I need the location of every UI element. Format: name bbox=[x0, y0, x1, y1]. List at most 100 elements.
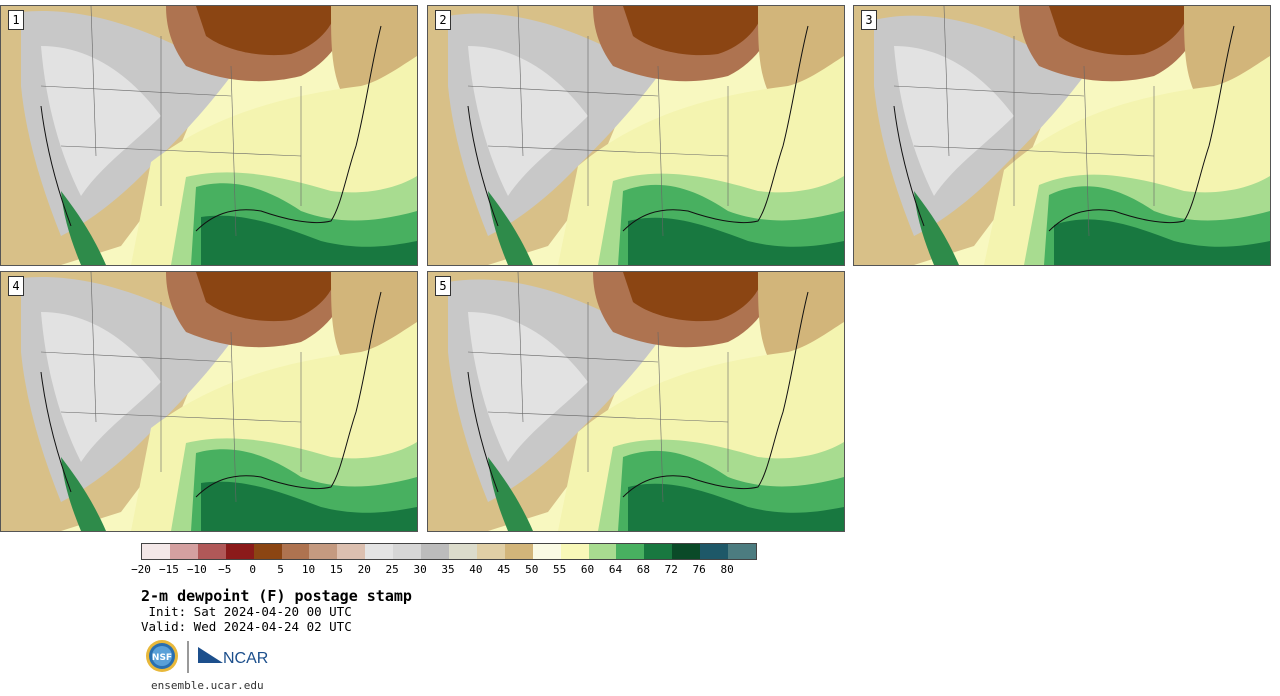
colorbar-swatch bbox=[728, 544, 756, 559]
member-number-label: 4 bbox=[8, 276, 24, 296]
colorbar-tick-label: 80 bbox=[720, 563, 734, 576]
website-link[interactable]: ensemble.ucar.edu bbox=[151, 679, 264, 692]
gulf-humid-region bbox=[201, 481, 417, 531]
member-number-label: 5 bbox=[435, 276, 451, 296]
pacific-coast-humid bbox=[488, 457, 533, 531]
colorbar-tick-label: 25 bbox=[385, 563, 399, 576]
border-line bbox=[1083, 65, 1090, 237]
colorbar-swatch bbox=[253, 544, 282, 559]
colorbar-tick-label: 76 bbox=[692, 563, 706, 576]
interior-light-region bbox=[468, 312, 588, 462]
northern-very-dry-region bbox=[623, 6, 763, 56]
colorbar-tick-label: 15 bbox=[329, 563, 343, 576]
colorbar-swatch bbox=[142, 544, 170, 559]
pacific-coast-humid bbox=[488, 191, 533, 265]
dewpoint-map bbox=[1, 272, 417, 531]
pacific-coast-humid bbox=[61, 191, 106, 265]
colorbar-swatch bbox=[309, 544, 338, 559]
colorbar-swatch bbox=[225, 544, 254, 559]
coastline bbox=[622, 291, 809, 498]
colorbar-swatch bbox=[476, 544, 505, 559]
member-number-label: 1 bbox=[8, 10, 24, 30]
border-line bbox=[90, 272, 97, 423]
border-line bbox=[487, 145, 729, 157]
nsf-logo-text: NSF bbox=[152, 653, 172, 663]
colorbar-tick-label: −20 bbox=[131, 563, 151, 576]
interior-light-region bbox=[41, 312, 161, 462]
west-coastline bbox=[40, 105, 72, 227]
colorbar-tick-label: −15 bbox=[158, 563, 179, 576]
colorbar-swatch bbox=[281, 544, 310, 559]
border-line bbox=[657, 65, 664, 237]
gulf-humid-region bbox=[628, 483, 844, 531]
border-line bbox=[467, 351, 659, 363]
colorbar-swatch bbox=[337, 544, 366, 559]
border-line bbox=[657, 331, 664, 503]
ensemble-member-panel-4: 4 bbox=[0, 271, 418, 532]
colorbar-tick-label: 10 bbox=[301, 563, 316, 576]
coastline bbox=[195, 291, 382, 498]
colorbar-tick-label: 72 bbox=[664, 563, 678, 576]
border-line bbox=[467, 85, 659, 97]
colorbar-swatch bbox=[588, 544, 617, 559]
state-borders bbox=[40, 6, 302, 237]
border-line bbox=[913, 145, 1155, 157]
pacific-coast-humid bbox=[914, 191, 959, 265]
plot-title: 2-m dewpoint (F) postage stamp bbox=[141, 587, 412, 605]
border-line bbox=[230, 331, 237, 503]
border-line bbox=[893, 85, 1085, 97]
border-line bbox=[230, 65, 237, 237]
colorbar-tick-label: −10 bbox=[186, 563, 207, 576]
colorbar-tick-label: 50 bbox=[525, 563, 539, 576]
west-coastline bbox=[893, 105, 925, 227]
colorbar-tick-label: 40 bbox=[469, 563, 483, 576]
west-coastline bbox=[467, 105, 499, 227]
colorbar-swatch bbox=[532, 544, 561, 559]
colorbar-tick-label: 35 bbox=[441, 563, 455, 576]
ensemble-member-panel-3: 3 bbox=[853, 5, 1271, 266]
northern-very-dry-region bbox=[1049, 6, 1189, 56]
colorbar-swatch bbox=[448, 544, 477, 559]
interior-light-region bbox=[894, 46, 1014, 196]
nsf-logo-icon: NSF bbox=[146, 640, 178, 672]
colorbar-swatch bbox=[365, 544, 394, 559]
border-line bbox=[943, 6, 950, 157]
state-borders bbox=[467, 6, 729, 237]
dewpoint-map bbox=[428, 272, 844, 531]
colorbar-swatch bbox=[644, 544, 673, 559]
gulf-humid-region bbox=[628, 217, 844, 265]
colorbar-swatch bbox=[504, 544, 533, 559]
northern-very-dry-region bbox=[196, 272, 336, 322]
state-borders bbox=[893, 6, 1155, 237]
border-line bbox=[60, 145, 302, 157]
northern-very-dry-region bbox=[196, 6, 336, 56]
colorbar-swatch bbox=[197, 544, 226, 559]
colorbar-tick-label: 30 bbox=[413, 563, 427, 576]
member-number-label: 2 bbox=[435, 10, 451, 30]
dewpoint-colorbar bbox=[141, 543, 757, 560]
dewpoint-map bbox=[1, 6, 417, 265]
colorbar-swatch bbox=[421, 544, 449, 559]
colorbar-tick-label: 64 bbox=[608, 563, 623, 576]
member-number-label: 3 bbox=[861, 10, 877, 30]
ensemble-member-panel-5: 5 bbox=[427, 271, 845, 532]
ensemble-member-panel-1: 1 bbox=[0, 5, 418, 266]
dewpoint-map bbox=[428, 6, 844, 265]
colorbar-tick-label: 60 bbox=[580, 563, 595, 576]
coastline bbox=[622, 25, 809, 232]
northern-very-dry-region bbox=[623, 272, 763, 322]
colorbar-swatch bbox=[560, 544, 589, 559]
pacific-coast-humid bbox=[61, 457, 106, 531]
colorbar-swatch bbox=[393, 544, 422, 559]
border-line bbox=[517, 272, 524, 423]
ensemble-member-panel-2: 2 bbox=[427, 5, 845, 266]
gulf-humid-region bbox=[201, 215, 417, 265]
border-line bbox=[60, 411, 302, 423]
west-coastline bbox=[40, 371, 72, 493]
colorbar-tick-label: 20 bbox=[357, 563, 371, 576]
state-borders bbox=[467, 272, 729, 503]
colorbar-swatch bbox=[700, 544, 729, 559]
border-line bbox=[40, 351, 232, 363]
gulf-humid-region bbox=[1054, 219, 1270, 265]
colorbar-tick-label: 68 bbox=[636, 563, 650, 576]
